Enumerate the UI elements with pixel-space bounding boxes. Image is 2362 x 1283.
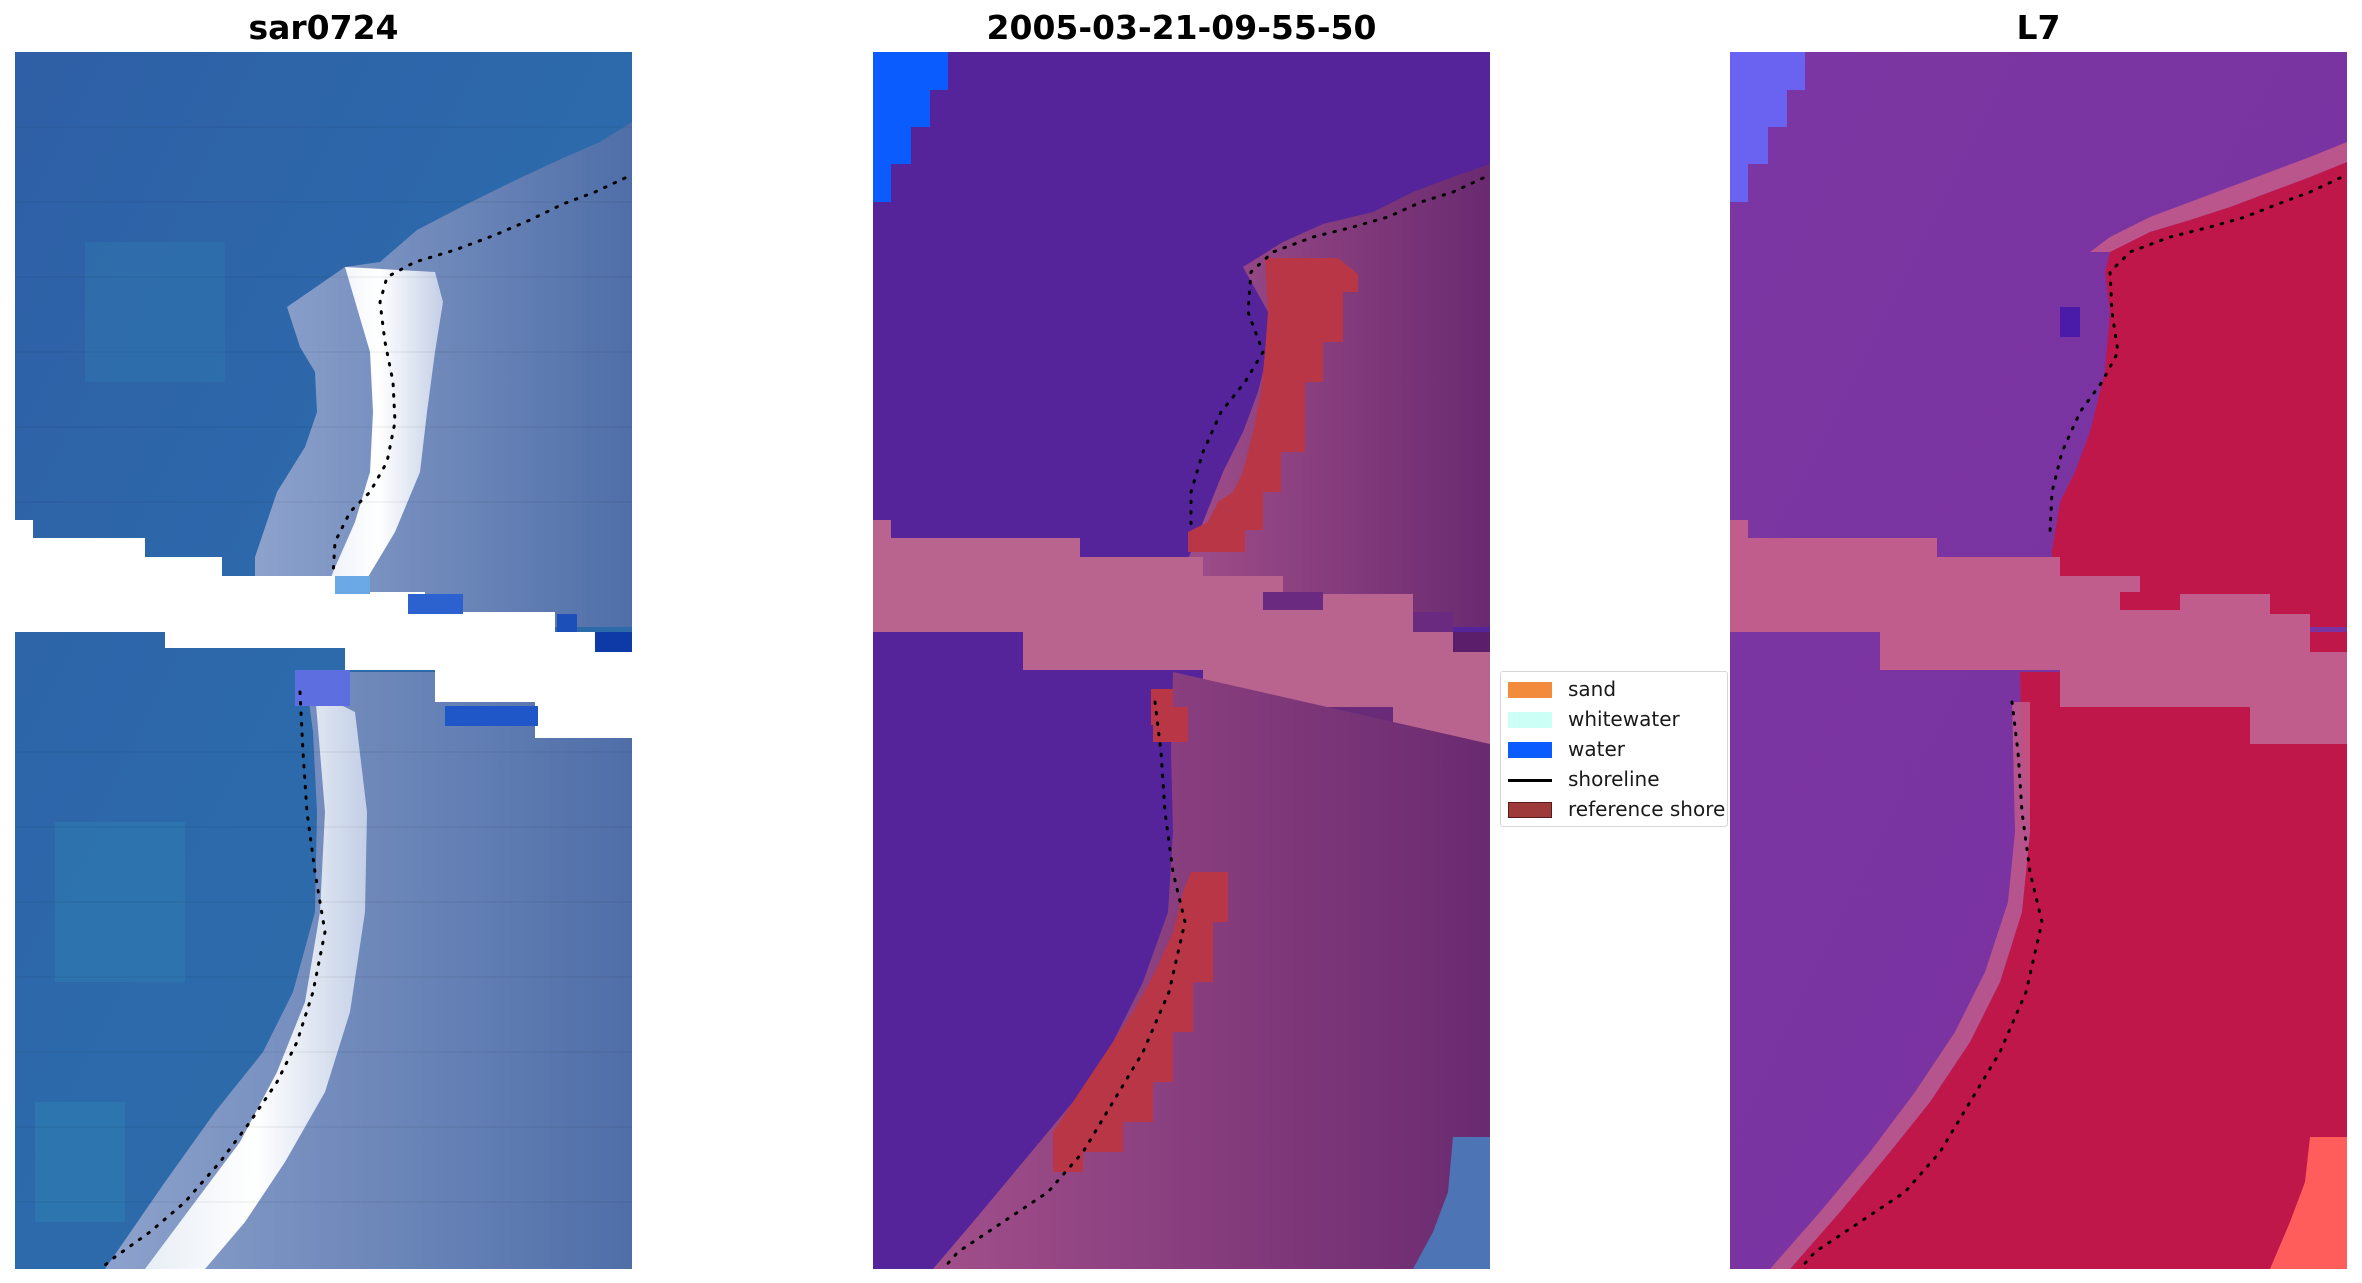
l7-image [1730,52,2347,1269]
legend: sand whitewater water shoreline referenc… [1500,671,1728,827]
panel-title-mndwi: L7 [2016,8,2061,47]
rgb-image-panel [15,52,632,1269]
shoreline-lower [98,690,327,1269]
water-patch [1730,52,1805,202]
beach-upper [315,267,443,627]
shoreline-upper [1189,176,1485,534]
no-data-band [873,520,1490,744]
reference-shoreline-lower [1053,872,1228,1172]
legend-item-reference-shoreline: reference shoreline [1501,794,1727,824]
reference-shoreline-upper [1188,258,1358,552]
water-patch [873,52,948,202]
legend-label: whitewater [1568,707,1680,731]
water-swatch-icon [1508,742,1552,758]
land-upper [255,122,632,627]
legend-item-shoreline: shoreline [1501,764,1727,794]
legend-item-water: water [1501,734,1727,764]
water-patch-bottom-right [1413,1137,1490,1269]
bright-patch-bottom-right [2270,1137,2347,1269]
shoreline-lower [1798,700,2044,1269]
legend-label: sand [1568,677,1617,701]
legend-label: reference shoreline [1568,797,1727,821]
legend-label: water [1568,737,1625,761]
land-index-lower [1790,672,2347,1269]
classification-image [873,52,1490,1269]
no-data-band [15,520,632,738]
legend-label: shoreline [1568,767,1660,791]
panel-title-rgb: sar0724 [248,8,399,47]
panel-title-classification: 2005-03-21-09-55-50 [986,8,1377,47]
land-lower [105,672,632,1269]
shoreline-upper [2048,176,2342,534]
shoreline-line-icon [1508,779,1552,782]
beach-lower [145,692,367,1269]
reference-shoreline-swatch-icon [1508,802,1552,818]
legend-item-sand: sand [1501,674,1727,704]
legend-item-whitewater: whitewater [1501,704,1727,734]
whitewater-swatch-icon [1508,712,1552,728]
rgb-image [15,52,632,1269]
reference-shoreline-mid [1151,689,1188,742]
land-index-upper [2050,162,2347,627]
sand-swatch-icon [1508,682,1552,698]
no-data-band [1730,520,2347,744]
shoreline-lower [941,700,1187,1269]
classification-image-panel [873,52,1490,1269]
l7-image-panel [1730,52,2347,1269]
shoreline-upper [331,176,627,578]
